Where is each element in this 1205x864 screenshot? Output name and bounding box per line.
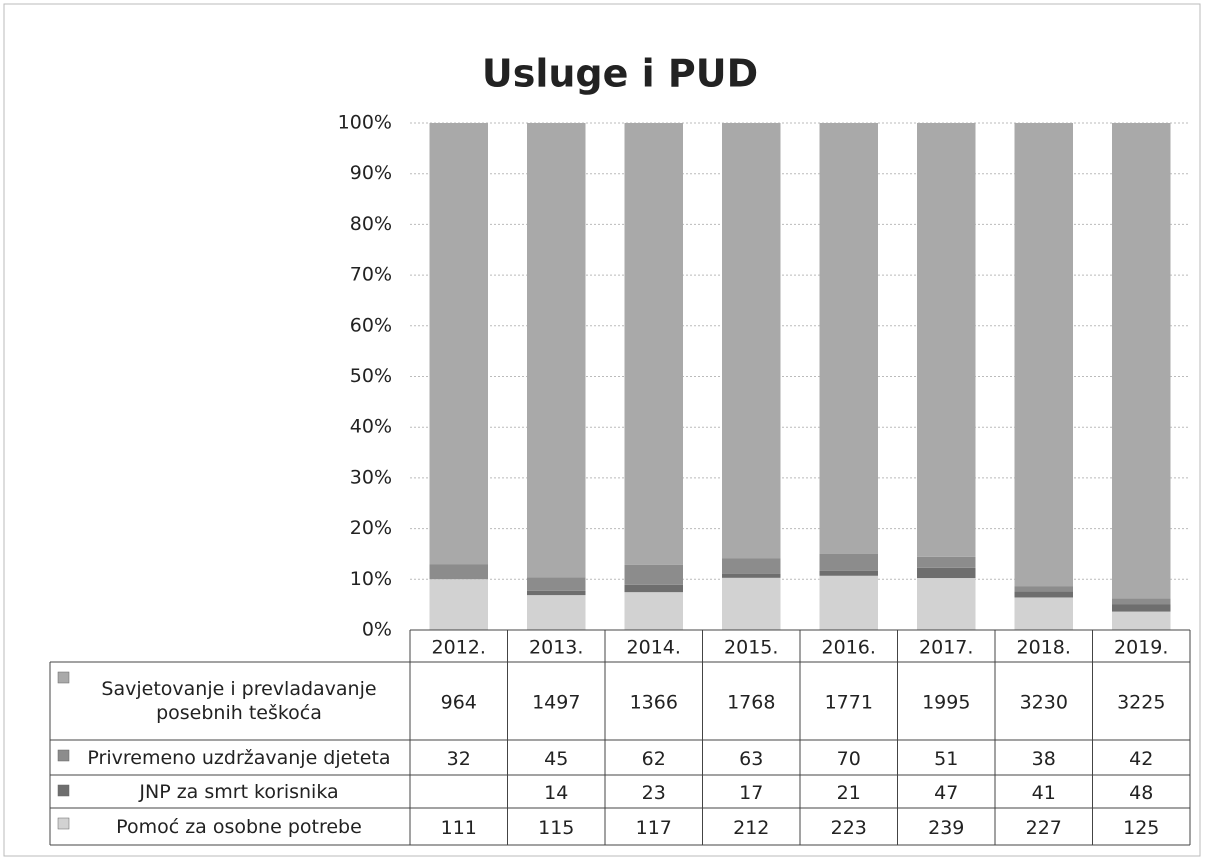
table-value: 111 — [441, 817, 477, 839]
x-tick-label: 2013. — [529, 637, 583, 659]
bar-segment — [917, 123, 976, 557]
legend-swatch — [57, 817, 70, 830]
table-value: 115 — [538, 817, 574, 839]
bar-segment — [722, 577, 781, 630]
x-tick-label: 2014. — [627, 637, 681, 659]
legend-cell: Savjetovanje i prevladavanje posebnih te… — [101, 678, 377, 724]
table-value: 70 — [837, 748, 861, 770]
bar-segment — [624, 123, 683, 565]
x-tick-label: 2016. — [822, 637, 876, 659]
y-tick-label: 90% — [350, 162, 392, 184]
table-value: 1995 — [922, 692, 970, 714]
table-value: 964 — [441, 692, 477, 714]
table-value: 45 — [544, 748, 568, 770]
table-value: 14 — [544, 782, 568, 804]
bar-segment — [819, 570, 878, 576]
bar-segment — [624, 564, 683, 585]
y-tick-label: 80% — [350, 213, 392, 235]
bar-segment — [527, 595, 586, 630]
bar-segment — [917, 567, 976, 579]
bar-segment — [1112, 611, 1171, 630]
table-value: 41 — [1032, 782, 1056, 804]
y-tick-label: 30% — [350, 466, 392, 488]
bar-segment — [624, 592, 683, 630]
table-value: 62 — [642, 748, 666, 770]
table-value: 1768 — [727, 692, 775, 714]
bar-segment — [429, 564, 488, 580]
bar-segment — [1014, 586, 1073, 592]
table-value: 21 — [837, 782, 861, 804]
legend-label: Savjetovanje i prevladavanje posebnih te… — [101, 678, 377, 724]
bar-segment — [819, 575, 878, 630]
y-tick-label: 10% — [350, 568, 392, 590]
table-value: 3225 — [1117, 692, 1165, 714]
bar-segment — [429, 123, 488, 565]
table-value: 212 — [733, 817, 769, 839]
table-value: 48 — [1129, 782, 1153, 804]
legend-label: JNP za smrt korisnika — [139, 780, 339, 803]
x-tick-label: 2015. — [724, 637, 778, 659]
bar-segment — [1014, 597, 1073, 630]
bar-segment — [1112, 123, 1171, 599]
table-value: 51 — [934, 748, 958, 770]
bar-segment — [917, 556, 976, 568]
table-value: 42 — [1129, 748, 1153, 770]
y-tick-label: 50% — [350, 365, 392, 387]
y-tick-label: 40% — [350, 416, 392, 438]
table-value: 1771 — [825, 692, 873, 714]
table-value: 47 — [934, 782, 958, 804]
table-value: 125 — [1123, 817, 1159, 839]
table-value: 38 — [1032, 748, 1056, 770]
bar-segment — [722, 558, 781, 574]
bar-segment — [722, 123, 781, 559]
legend-label: Privremeno uzdržavanje djeteta — [87, 746, 391, 769]
bar-segment — [1014, 591, 1073, 598]
table-value: 32 — [447, 748, 471, 770]
table-value: 17 — [739, 782, 763, 804]
y-tick-label: 20% — [350, 517, 392, 539]
table-value: 1497 — [532, 692, 580, 714]
bar-segment — [819, 553, 878, 571]
table-value: 117 — [636, 817, 672, 839]
legend-swatch — [57, 671, 70, 684]
table-value: 227 — [1026, 817, 1062, 839]
chart-title: Usluge i PUD — [482, 52, 758, 96]
y-tick-label: 70% — [350, 264, 392, 286]
y-tick-label: 0% — [362, 619, 392, 641]
bar-segment — [624, 584, 683, 593]
x-tick-label: 2019. — [1114, 637, 1168, 659]
bar-segment — [1014, 123, 1073, 587]
legend-label: Pomoć za osobne potrebe — [116, 815, 362, 838]
y-tick-label: 60% — [350, 314, 392, 336]
x-tick-label: 2018. — [1017, 637, 1071, 659]
bar-segment — [819, 123, 878, 554]
table-value: 63 — [739, 748, 763, 770]
chart-border — [3, 3, 1201, 857]
bar-segment — [527, 123, 586, 578]
legend-cell: Privremeno uzdržavanje djeteta — [87, 746, 391, 769]
table-value: 1366 — [630, 692, 678, 714]
table-value: 239 — [928, 817, 964, 839]
table-value: 3230 — [1020, 692, 1068, 714]
legend-swatch — [57, 749, 70, 762]
legend-cell: JNP za smrt korisnika — [139, 780, 339, 803]
bar-segment — [527, 590, 586, 596]
table-value: 23 — [642, 782, 666, 804]
legend-cell: Pomoć za osobne potrebe — [116, 815, 362, 838]
legend-swatch — [57, 784, 70, 797]
bar-segment — [1112, 604, 1171, 612]
bar-segment — [722, 573, 781, 578]
y-tick-label: 100% — [338, 112, 392, 134]
table-value: 223 — [831, 817, 867, 839]
bar-segment — [527, 577, 586, 591]
bar-segment — [429, 579, 488, 630]
x-tick-label: 2012. — [432, 637, 486, 659]
x-tick-label: 2017. — [919, 637, 973, 659]
bar-segment — [917, 578, 976, 630]
bar-segment — [1112, 598, 1171, 605]
